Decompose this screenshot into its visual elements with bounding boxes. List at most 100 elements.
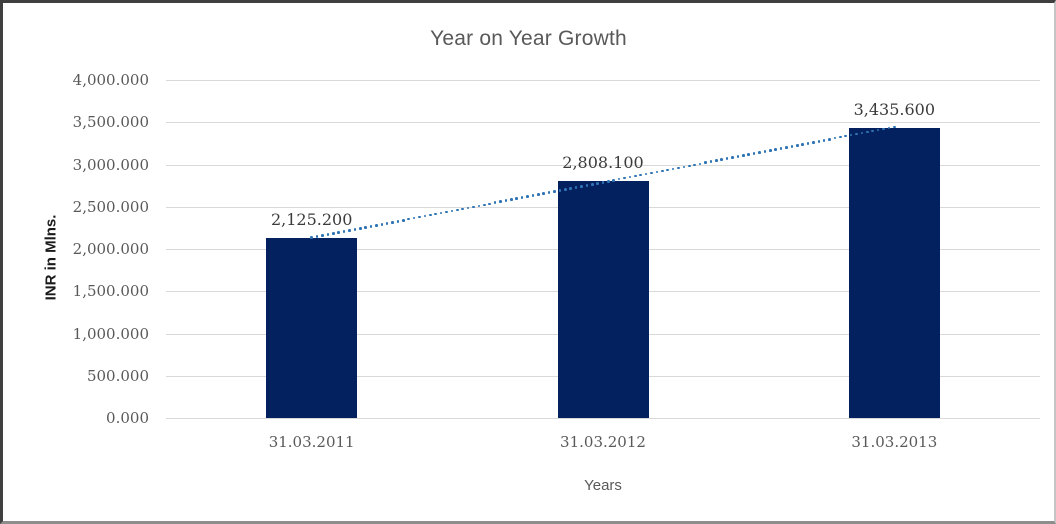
trendline-dot [574,186,578,189]
trendline-dot [483,203,486,207]
trendline-dot [488,202,491,206]
trendline-dot [423,214,427,218]
trendline-dot [741,154,745,157]
trendline-dot [375,224,378,227]
trendline-dot [693,163,696,167]
trendline-dot [839,135,842,139]
x-axis-tick-label: 31.03.2012 [560,433,646,451]
gridline [166,80,1040,81]
trendline-dot [331,232,335,235]
trendline-dot [661,169,664,173]
trendline-dot [612,178,616,182]
trendline-dot [358,227,362,230]
trendline-dot [650,171,653,175]
trendline-dot [326,233,330,236]
bar-data-label: 2,808.100 [562,152,644,172]
trendline-dot [353,228,357,231]
trendline-dot [402,218,405,222]
trendline-dot [887,126,891,130]
trendline-dot [385,221,389,225]
trendline-dot [801,143,804,146]
trendline-dot [698,162,702,166]
trendline-dot [396,219,400,223]
trendline-dot [876,128,880,132]
trendline-dot [849,133,853,137]
trendline-dot [855,132,858,136]
trendline-dot [806,142,810,145]
trendline-dot [596,182,599,185]
y-axis-tick-label: 3,000.000 [72,155,149,174]
trendline-dot [563,188,567,191]
y-axis-tick-label: 1,500.000 [72,282,149,301]
trendline-dot [407,217,411,221]
trendline-dot [866,130,869,134]
trendline-dot [833,136,837,140]
trendline-dot [342,230,346,233]
trendline-dot [623,176,626,180]
trendline-dot [585,184,589,187]
y-axis-tick-label: 1,000.000 [72,324,149,343]
trendline-dot [768,149,772,152]
trendline-dot [617,177,621,181]
trendline-dot [682,165,686,169]
trendline-dot [509,198,513,201]
bar-data-label: 3,435.600 [853,99,936,119]
trendline-dot [709,160,713,164]
bar [848,127,940,418]
trendline-dot [688,164,691,168]
trendline-dot [369,225,373,228]
trendline-dot [499,200,502,204]
trendline-dot [315,235,319,238]
trendline-dot [380,223,384,226]
trendline-dot [731,156,734,159]
trendline-dot [671,167,675,171]
trendline-dot [817,139,821,143]
trendline-dot [364,226,367,229]
trendline-dot [795,144,799,147]
trendline-dot [590,183,594,186]
trendline-dot [725,157,729,160]
y-axis-tick-label: 2,000.000 [72,240,149,258]
trendline-dot [628,175,632,179]
trendline-dot [644,172,648,176]
trendline-dot [607,179,610,183]
trendline-dot [526,195,529,198]
trendline-dot [774,148,777,151]
trendline-dot [558,189,562,192]
trendline-dot [752,152,756,155]
trendline-dot [429,213,432,217]
trendline-dot [634,174,637,178]
trendline-dot [828,137,831,141]
trendline-dot [439,211,443,215]
trendline-dot [763,150,767,153]
trendline-dot [893,125,896,129]
trendline-dot [348,229,351,232]
trendline-dot [714,159,718,163]
bar [266,238,358,418]
trendline-dot [655,170,659,174]
trendline-dot [547,191,551,194]
trendline-dot [882,127,885,131]
trendline-dot [704,161,707,165]
trendline-dot [531,194,535,197]
trendline-dot [391,220,394,224]
trendline-dot [477,204,481,208]
gridline [166,122,1040,124]
y-axis-tick-label: 2,500.000 [72,197,149,216]
y-axis-tick-label: 3,500.000 [72,113,149,132]
trendline-dot [472,205,475,209]
trendline-dot [844,134,848,138]
trendline-dot [445,210,448,214]
gridline [166,164,1040,166]
trendline-dot [639,173,643,177]
trendline-dot [466,206,470,210]
trendline-dot [520,196,524,199]
trendline-dot [337,231,340,234]
bar-data-label: 2,125.200 [270,210,353,230]
trendline-dot [677,166,680,170]
trendline-dot [720,158,723,161]
y-axis-tick-label: 4,000.000 [72,71,149,89]
trendline-dot [758,151,761,154]
trendline-dot [493,201,497,205]
